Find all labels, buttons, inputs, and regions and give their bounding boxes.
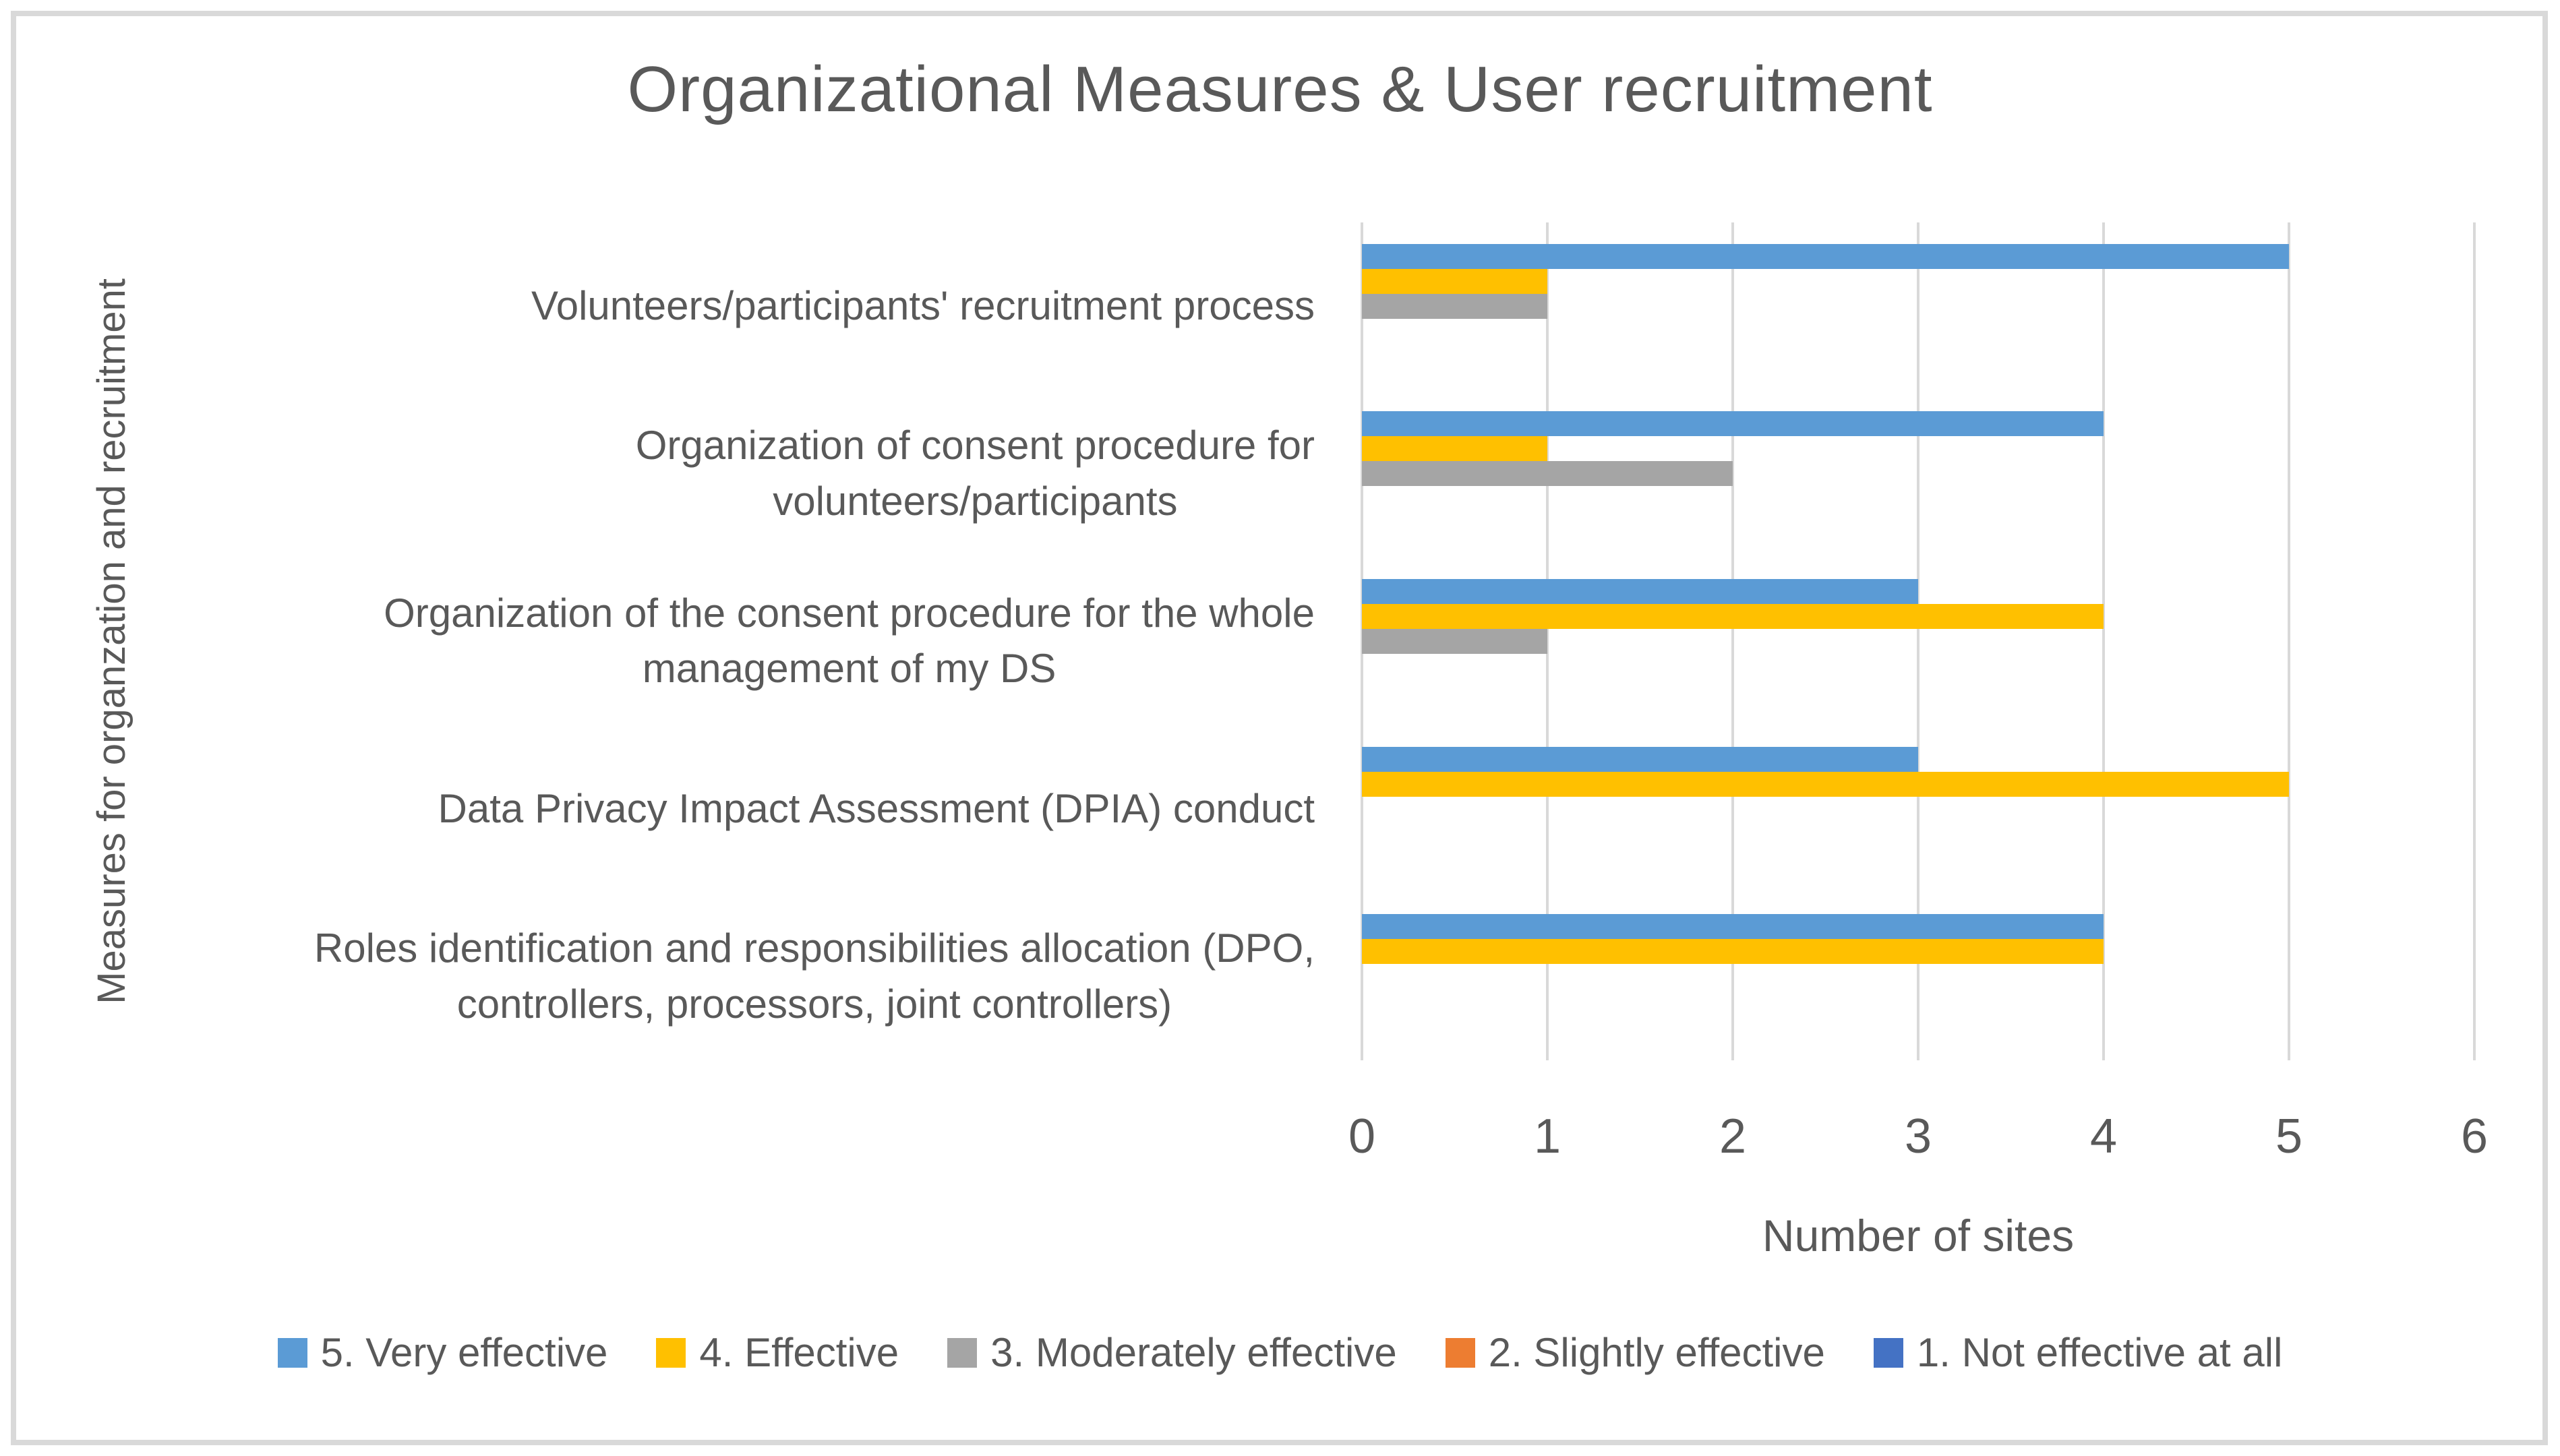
category-labels: Volunteers/participants' recruitment pro… xyxy=(142,222,1315,1060)
legend-swatch xyxy=(947,1337,978,1368)
legend-label: 3. Moderately effective xyxy=(990,1330,1397,1375)
category-label-text: Volunteers/participants' recruitment pro… xyxy=(531,278,1315,334)
legend-item: 5. Very effective xyxy=(277,1329,608,1376)
bar xyxy=(1362,411,2104,437)
bar xyxy=(1362,603,2104,629)
category-label: Volunteers/participants' recruitment pro… xyxy=(142,222,1315,390)
gridline xyxy=(1917,222,1919,1060)
legend-item: 1. Not effective at all xyxy=(1873,1329,2283,1376)
legend-item: 4. Effective xyxy=(656,1329,899,1376)
x-axis-title: Number of sites xyxy=(1762,1211,2075,1261)
bar xyxy=(1362,461,1733,487)
category-label: Roles identification and responsibilitie… xyxy=(142,892,1315,1060)
category-label: Organization of consent procedure for vol… xyxy=(142,390,1315,558)
bar xyxy=(1362,578,1918,604)
category-label-line: Volunteers/participants' recruitment pro… xyxy=(531,282,1315,328)
category-row xyxy=(1362,892,2474,1060)
legend-label: 4. Effective xyxy=(699,1330,899,1375)
legend-label: 1. Not effective at all xyxy=(1916,1330,2283,1375)
bar xyxy=(1362,939,2104,965)
legend-swatch xyxy=(1873,1337,1903,1368)
category-label-line: management of my DS xyxy=(642,646,1056,692)
gridline xyxy=(2102,222,2105,1060)
category-label: Organization of the consent procedure fo… xyxy=(142,557,1315,725)
category-label-line: Organization of the consent procedure fo… xyxy=(384,590,1315,636)
legend-label: 2. Slightly effective xyxy=(1488,1330,1825,1375)
gridline xyxy=(2288,222,2290,1060)
category-label-line: Organization of consent procedure for xyxy=(635,423,1315,468)
legend-swatch xyxy=(1445,1337,1475,1368)
category-label-line: Data Privacy Impact Assessment (DPIA) co… xyxy=(438,785,1315,831)
plot-area xyxy=(1361,222,2476,1060)
bar xyxy=(1362,628,1547,654)
x-tick-label: 1 xyxy=(1533,1110,1561,1163)
category-row xyxy=(1362,557,2474,725)
bar xyxy=(1362,293,1547,319)
x-tick-label: 0 xyxy=(1348,1110,1376,1163)
bar xyxy=(1362,436,1547,462)
category-row xyxy=(1362,725,2474,893)
category-label-line: controllers, processors, joint controlle… xyxy=(456,981,1172,1027)
x-tick-label: 6 xyxy=(2460,1110,2489,1163)
category-label-line: volunteers/participants xyxy=(773,478,1178,524)
bar xyxy=(1362,746,1918,772)
category-label-text: Data Privacy Impact Assessment (DPIA) co… xyxy=(438,781,1315,837)
category-row xyxy=(1362,222,2474,390)
legend-item: 3. Moderately effective xyxy=(947,1329,1397,1376)
gridline xyxy=(2473,222,2476,1060)
category-row xyxy=(1362,390,2474,558)
y-axis-title: Measures for organzation and recruitment xyxy=(81,222,142,1060)
category-label-line: Roles identification and responsibilitie… xyxy=(314,925,1315,971)
x-tick-label: 5 xyxy=(2275,1110,2303,1163)
legend-label: 5. Very effective xyxy=(320,1330,608,1375)
legend-item: 2. Slightly effective xyxy=(1445,1329,1825,1376)
legend: 5. Very effective 4. Effective 3. Moderate… xyxy=(0,1329,2560,1376)
bar xyxy=(1362,243,2289,269)
legend-swatch xyxy=(277,1337,307,1368)
gridline xyxy=(1545,222,1549,1060)
category-label: Data Privacy Impact Assessment (DPIA) co… xyxy=(142,725,1315,893)
bar xyxy=(1362,268,1547,294)
category-label-text: Roles identification and responsibilitie… xyxy=(314,921,1315,1033)
category-label-text: Organization of the consent procedure fo… xyxy=(384,586,1315,698)
chart-title: Organizational Measures & User recruitme… xyxy=(627,53,1933,125)
y-axis-title-text: Measures for organzation and recruitment xyxy=(89,278,133,1004)
bar xyxy=(1362,914,2104,940)
bar-rows xyxy=(1362,222,2474,1060)
legend-swatch xyxy=(656,1337,686,1368)
bar xyxy=(1362,771,2289,797)
x-tick-label: 3 xyxy=(1904,1110,1932,1163)
gridline xyxy=(1731,222,1734,1060)
x-tick-label: 4 xyxy=(2089,1110,2118,1163)
x-axis-ticks: 0 1 2 3 4 5 6 xyxy=(1348,1109,2488,1176)
category-label-text: Organization of consent procedure for vol… xyxy=(636,418,1315,530)
x-tick-label: 2 xyxy=(1719,1110,1747,1163)
